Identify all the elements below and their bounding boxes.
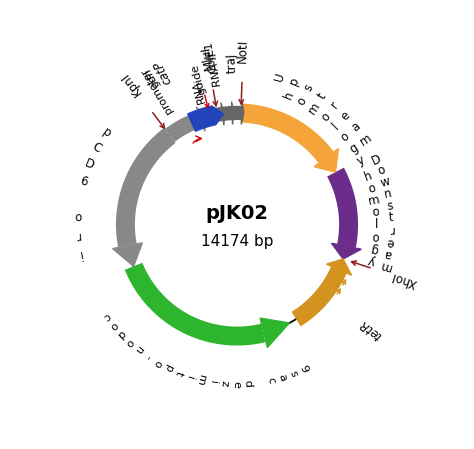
Text: r: r (75, 229, 81, 242)
Polygon shape (188, 106, 223, 131)
Text: h: h (282, 89, 297, 101)
Text: RNA: RNA (191, 79, 207, 104)
Polygon shape (327, 259, 352, 275)
Text: g: g (347, 141, 360, 156)
Polygon shape (230, 106, 242, 120)
Text: gdh: gdh (143, 66, 162, 89)
Text: l: l (375, 218, 378, 231)
Text: NotI: NotI (236, 38, 250, 63)
Text: r: r (328, 99, 341, 111)
Text: z: z (219, 380, 229, 387)
Text: p: p (162, 363, 174, 374)
Text: m: m (195, 374, 207, 386)
Polygon shape (327, 167, 358, 248)
Text: C: C (90, 141, 103, 156)
Text: D: D (82, 157, 96, 172)
Text: o: o (74, 211, 82, 224)
Text: o: o (108, 319, 119, 331)
Text: h: h (362, 169, 374, 184)
Text: promoter: promoter (139, 66, 174, 115)
Text: l: l (330, 120, 342, 132)
Polygon shape (196, 107, 206, 131)
Text: tetR: tetR (357, 316, 384, 342)
Text: o: o (318, 110, 333, 123)
Text: p: p (100, 126, 113, 141)
Text: s: s (287, 370, 299, 378)
Text: a: a (276, 373, 288, 382)
Polygon shape (116, 128, 175, 247)
Text: o: o (375, 163, 387, 178)
Text: t: t (388, 211, 393, 224)
Text: 14174 bp: 14174 bp (201, 234, 273, 249)
Polygon shape (232, 101, 234, 124)
Text: t: t (315, 90, 328, 101)
Text: catP: catP (151, 58, 174, 86)
Text: i: i (77, 247, 83, 260)
Text: c: c (265, 376, 276, 384)
Text: d: d (242, 380, 253, 387)
Text: o: o (366, 181, 377, 196)
Text: y: y (355, 153, 367, 168)
Polygon shape (241, 101, 244, 124)
Text: o: o (152, 357, 164, 368)
Text: -: - (143, 352, 153, 361)
Text: XhoI: XhoI (390, 269, 419, 289)
Text: e: e (231, 381, 241, 387)
Polygon shape (292, 266, 346, 326)
Text: m: m (357, 131, 374, 148)
Text: g: g (370, 242, 379, 256)
Text: o: o (372, 206, 380, 219)
Text: pJK02: pJK02 (206, 204, 268, 223)
Text: d: d (115, 328, 127, 340)
Text: e: e (339, 109, 353, 123)
Text: 9: 9 (298, 364, 310, 374)
Text: s: s (386, 199, 393, 212)
Text: o: o (295, 95, 310, 107)
Text: guide: guide (189, 62, 207, 96)
Polygon shape (113, 243, 142, 266)
Polygon shape (314, 149, 338, 172)
Text: U: U (272, 70, 287, 83)
Text: r: r (388, 223, 393, 237)
Text: o: o (338, 129, 352, 144)
Text: MluI: MluI (199, 44, 216, 70)
Text: a: a (383, 247, 393, 261)
Text: w: w (379, 175, 392, 189)
Text: ColE1: ColE1 (203, 40, 218, 74)
Text: n: n (132, 344, 145, 356)
Text: m: m (306, 100, 323, 117)
Text: e: e (386, 235, 394, 249)
Text: D: D (370, 152, 383, 167)
Polygon shape (241, 104, 334, 163)
Text: n: n (383, 187, 393, 201)
Text: traJ: traJ (225, 53, 238, 73)
Text: m: m (367, 193, 381, 208)
Polygon shape (221, 103, 224, 125)
Polygon shape (260, 318, 289, 348)
Text: i: i (184, 374, 195, 380)
Text: RNA II: RNA II (208, 53, 223, 87)
Text: 6: 6 (78, 175, 89, 189)
Polygon shape (331, 243, 361, 259)
Text: o: o (123, 336, 136, 348)
Text: a: a (349, 120, 363, 135)
Text: KpnI: KpnI (118, 70, 144, 98)
Polygon shape (219, 106, 232, 121)
Text: s: s (301, 82, 316, 94)
Polygon shape (210, 107, 223, 123)
Polygon shape (125, 263, 265, 346)
Text: y: y (366, 253, 377, 268)
Text: c: c (101, 310, 112, 322)
Text: m: m (378, 258, 392, 273)
Text: p: p (287, 76, 301, 88)
Text: i: i (208, 380, 218, 384)
Polygon shape (165, 111, 203, 142)
Text: o: o (372, 230, 380, 243)
Text: t: t (173, 369, 184, 377)
